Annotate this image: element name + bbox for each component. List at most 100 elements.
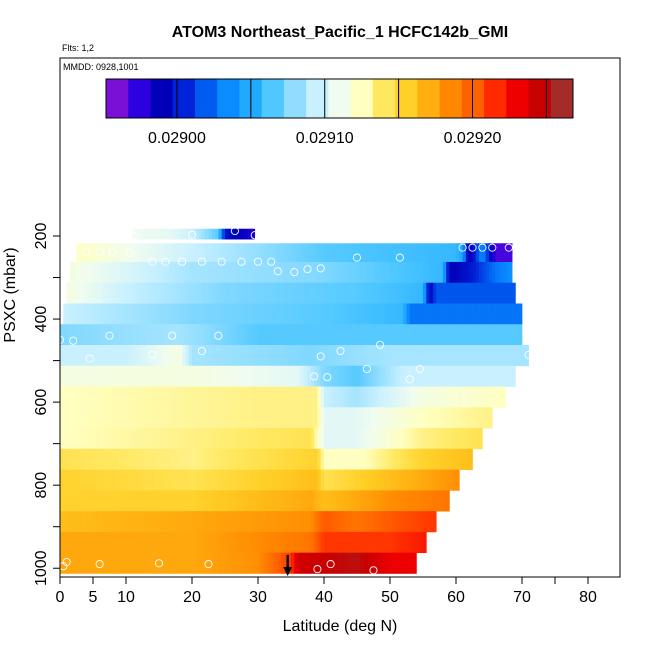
heatmap-cell (192, 531, 196, 543)
heatmap-cell (320, 282, 325, 294)
heatmap-cell (76, 396, 81, 408)
heatmap-cell (188, 376, 193, 387)
heatmap-cell (112, 563, 117, 574)
heatmap-cell (449, 272, 454, 284)
heatmap-cell (343, 542, 348, 554)
heatmap-cell (393, 563, 397, 574)
heatmap-cell (99, 345, 104, 356)
heatmap-cell (106, 479, 110, 491)
heatmap-cell (274, 479, 279, 491)
heatmap-cell (244, 272, 249, 284)
heatmap-cell (456, 479, 460, 491)
observation-marker (187, 230, 197, 239)
heatmap-cell (175, 272, 180, 284)
observation-marker (237, 257, 246, 266)
heatmap-cell (307, 293, 312, 304)
heatmap-cell (264, 386, 269, 398)
heatmap-cell (109, 490, 114, 502)
heatmap-cell (271, 261, 275, 273)
heatmap-cell (274, 511, 279, 522)
chart-title: ATOM3 Northeast_Pacific_1 HCFC142b_GMI (172, 24, 508, 41)
heatmap-cell (370, 428, 374, 439)
heatmap-cell (317, 438, 322, 450)
heatmap-cell (122, 479, 127, 491)
heatmap-cell (112, 459, 117, 470)
heatmap-cell (366, 282, 371, 294)
heatmap-cell (360, 407, 364, 419)
heatmap-cell (277, 542, 282, 554)
heatmap-cell (393, 479, 397, 491)
heatmap-cell (396, 531, 401, 543)
heatmap-cell (135, 396, 140, 408)
heatmap-cell (205, 438, 209, 450)
heatmap-cell (89, 428, 94, 439)
heatmap-cell (406, 261, 411, 273)
heatmap-cell (291, 428, 295, 439)
heatmap-cell (287, 251, 292, 263)
heatmap-cell (188, 251, 193, 263)
heatmap-cell (215, 542, 219, 554)
heatmap-cell (66, 438, 71, 450)
heatmap-cell (244, 386, 249, 398)
heatmap-cell (439, 428, 444, 439)
heatmap-cell (215, 282, 219, 294)
heatmap-cell (185, 282, 190, 294)
heatmap-cell (330, 521, 335, 533)
heatmap-cell (393, 511, 397, 522)
heatmap-cell (152, 228, 157, 240)
heatmap-cell (112, 407, 117, 419)
heatmap-cell (178, 459, 183, 470)
heatmap-cell (208, 407, 213, 419)
heatmap-cell (231, 531, 236, 543)
heatmap-cell (343, 500, 348, 512)
heatmap-cell (452, 386, 457, 398)
heatmap-cell (116, 334, 120, 346)
heatmap-cell (347, 448, 351, 460)
heatmap-cell (119, 459, 124, 470)
heatmap-cell (142, 345, 147, 356)
heatmap-cell (66, 282, 71, 294)
heatmap-cell (89, 459, 94, 470)
heatmap-cell (442, 261, 447, 273)
heatmap-cell (386, 313, 391, 325)
heatmap-cell (439, 243, 444, 254)
heatmap-cell (472, 261, 477, 273)
heatmap-cell (399, 448, 404, 460)
heatmap-cell (413, 365, 417, 377)
heatmap-cell (343, 469, 348, 481)
heatmap-cell (386, 355, 391, 367)
heatmap-cell (353, 500, 358, 512)
heatmap-cell (300, 542, 305, 554)
heatmap-cell (102, 531, 107, 543)
heatmap-cell (218, 490, 223, 502)
heatmap-cell (63, 417, 67, 429)
heatmap-cell (324, 324, 328, 335)
heatmap-cell (244, 563, 249, 574)
heatmap-cell (152, 563, 157, 574)
x-tick-label: 5 (89, 589, 98, 606)
heatmap-cell (119, 386, 124, 398)
heatmap-cell (79, 282, 84, 294)
heatmap-cell (327, 428, 331, 439)
heatmap-cell (287, 396, 292, 408)
heatmap-cell (102, 293, 107, 304)
heatmap-cell (225, 407, 229, 419)
heatmap-cell (241, 407, 246, 419)
heatmap-cell (211, 448, 216, 460)
heatmap-cell (73, 365, 77, 377)
heatmap-cell (221, 386, 226, 398)
heatmap-cell (225, 417, 229, 429)
heatmap-cell (304, 469, 308, 481)
heatmap-cell (178, 490, 183, 502)
heatmap-cell (465, 261, 470, 273)
heatmap-cell (116, 438, 120, 450)
heatmap-cell (234, 272, 239, 284)
heatmap-cell (383, 251, 388, 263)
heatmap-cell (129, 417, 133, 429)
heatmap-cell (386, 511, 391, 522)
heatmap-cell (211, 228, 216, 240)
heatmap-cell (409, 469, 414, 481)
heatmap-cell (432, 469, 437, 481)
heatmap-cell (373, 428, 378, 439)
heatmap-cell (178, 243, 183, 254)
